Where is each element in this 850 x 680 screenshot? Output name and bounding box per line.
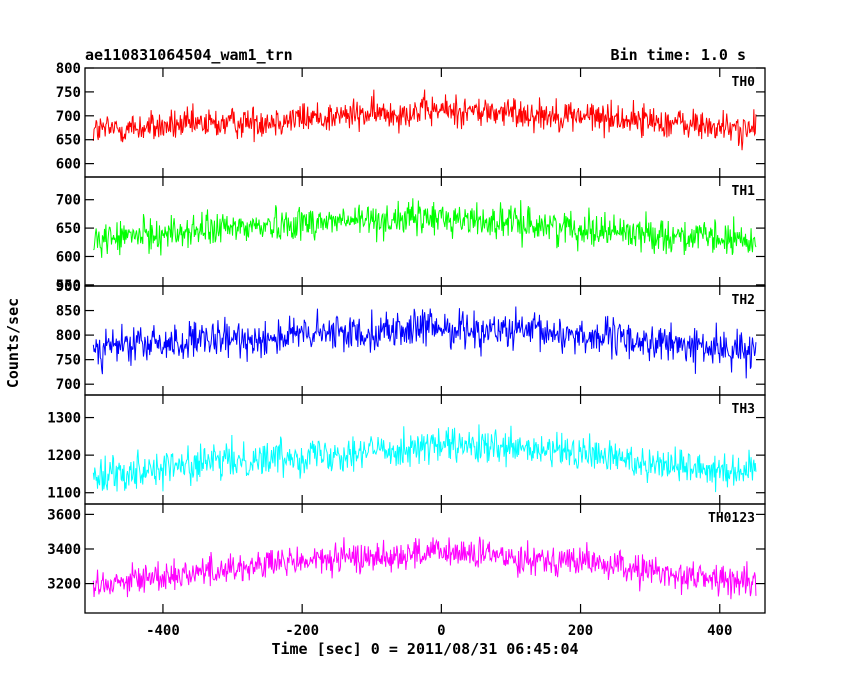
- panel-th2: 700 750 800 850 900 TH2: [56, 279, 766, 396]
- y-tick-label: 1200: [47, 448, 81, 464]
- panel-th3: 1100 1200 1300 TH3: [47, 394, 766, 505]
- x-tick-label: 400: [707, 623, 732, 639]
- y-tick-label: 800: [56, 61, 81, 77]
- y-tick-label: 900: [56, 279, 81, 295]
- light-curve-th0123: [92, 536, 757, 600]
- bin-time-label: Bin time: 1.0 s: [611, 46, 746, 64]
- panel-name-label: TH1: [732, 184, 756, 199]
- y-tick-label: 3400: [47, 542, 81, 558]
- y-tick-label: 650: [56, 133, 81, 149]
- panel-th0123: 3200 3400 3600 TH0123: [47, 503, 766, 614]
- panel-name-label: TH3: [732, 402, 755, 417]
- y-tick-label: 800: [56, 328, 81, 344]
- panel-frame: [84, 503, 766, 614]
- y-tick-label: 600: [56, 157, 81, 173]
- x-tick-label: 200: [568, 623, 593, 639]
- y-tick-label: 3200: [47, 577, 81, 593]
- light-curve-th0: [92, 89, 757, 151]
- y-axis-label: Counts/sec: [4, 298, 22, 388]
- y-tick-label: 850: [56, 304, 81, 320]
- light-curve-th1: [93, 198, 757, 258]
- y-tick-label: 3600: [47, 507, 81, 523]
- y-tick-label: 700: [56, 193, 81, 209]
- panel-th0: 600 650 700 750 800 TH0: [56, 61, 766, 178]
- x-axis-label: Time [sec] 0 = 2011/08/31 06:45:04: [271, 640, 578, 658]
- panel-name-label: TH2: [732, 293, 755, 308]
- y-tick-label: 550: [56, 278, 81, 294]
- x-tick-label: 0: [437, 623, 445, 639]
- chart-title: ae110831064504_wam1_trn: [85, 46, 293, 64]
- y-tick-label: 650: [56, 221, 81, 237]
- panel-th1: 550 600 650 700 TH1: [56, 176, 766, 294]
- x-tick-label: -400: [146, 623, 180, 639]
- panel-name-label: TH0: [732, 75, 756, 90]
- light-curve-th3: [92, 424, 757, 493]
- y-tick-label: 600: [56, 249, 81, 265]
- light-curve-th2: [92, 306, 757, 379]
- panels-group: 600 650 700 750 800 TH0 550 600 650 700 TH1 700 750 8…: [47, 61, 766, 639]
- y-tick-label: 750: [56, 85, 81, 101]
- x-tick-label: -200: [285, 623, 319, 639]
- y-tick-label: 750: [56, 353, 81, 369]
- y-tick-label: 1300: [47, 411, 81, 427]
- y-tick-label: 1100: [47, 486, 81, 502]
- panel-name-label: TH0123: [708, 511, 755, 526]
- y-tick-label: 700: [56, 377, 81, 393]
- y-tick-label: 700: [56, 109, 81, 125]
